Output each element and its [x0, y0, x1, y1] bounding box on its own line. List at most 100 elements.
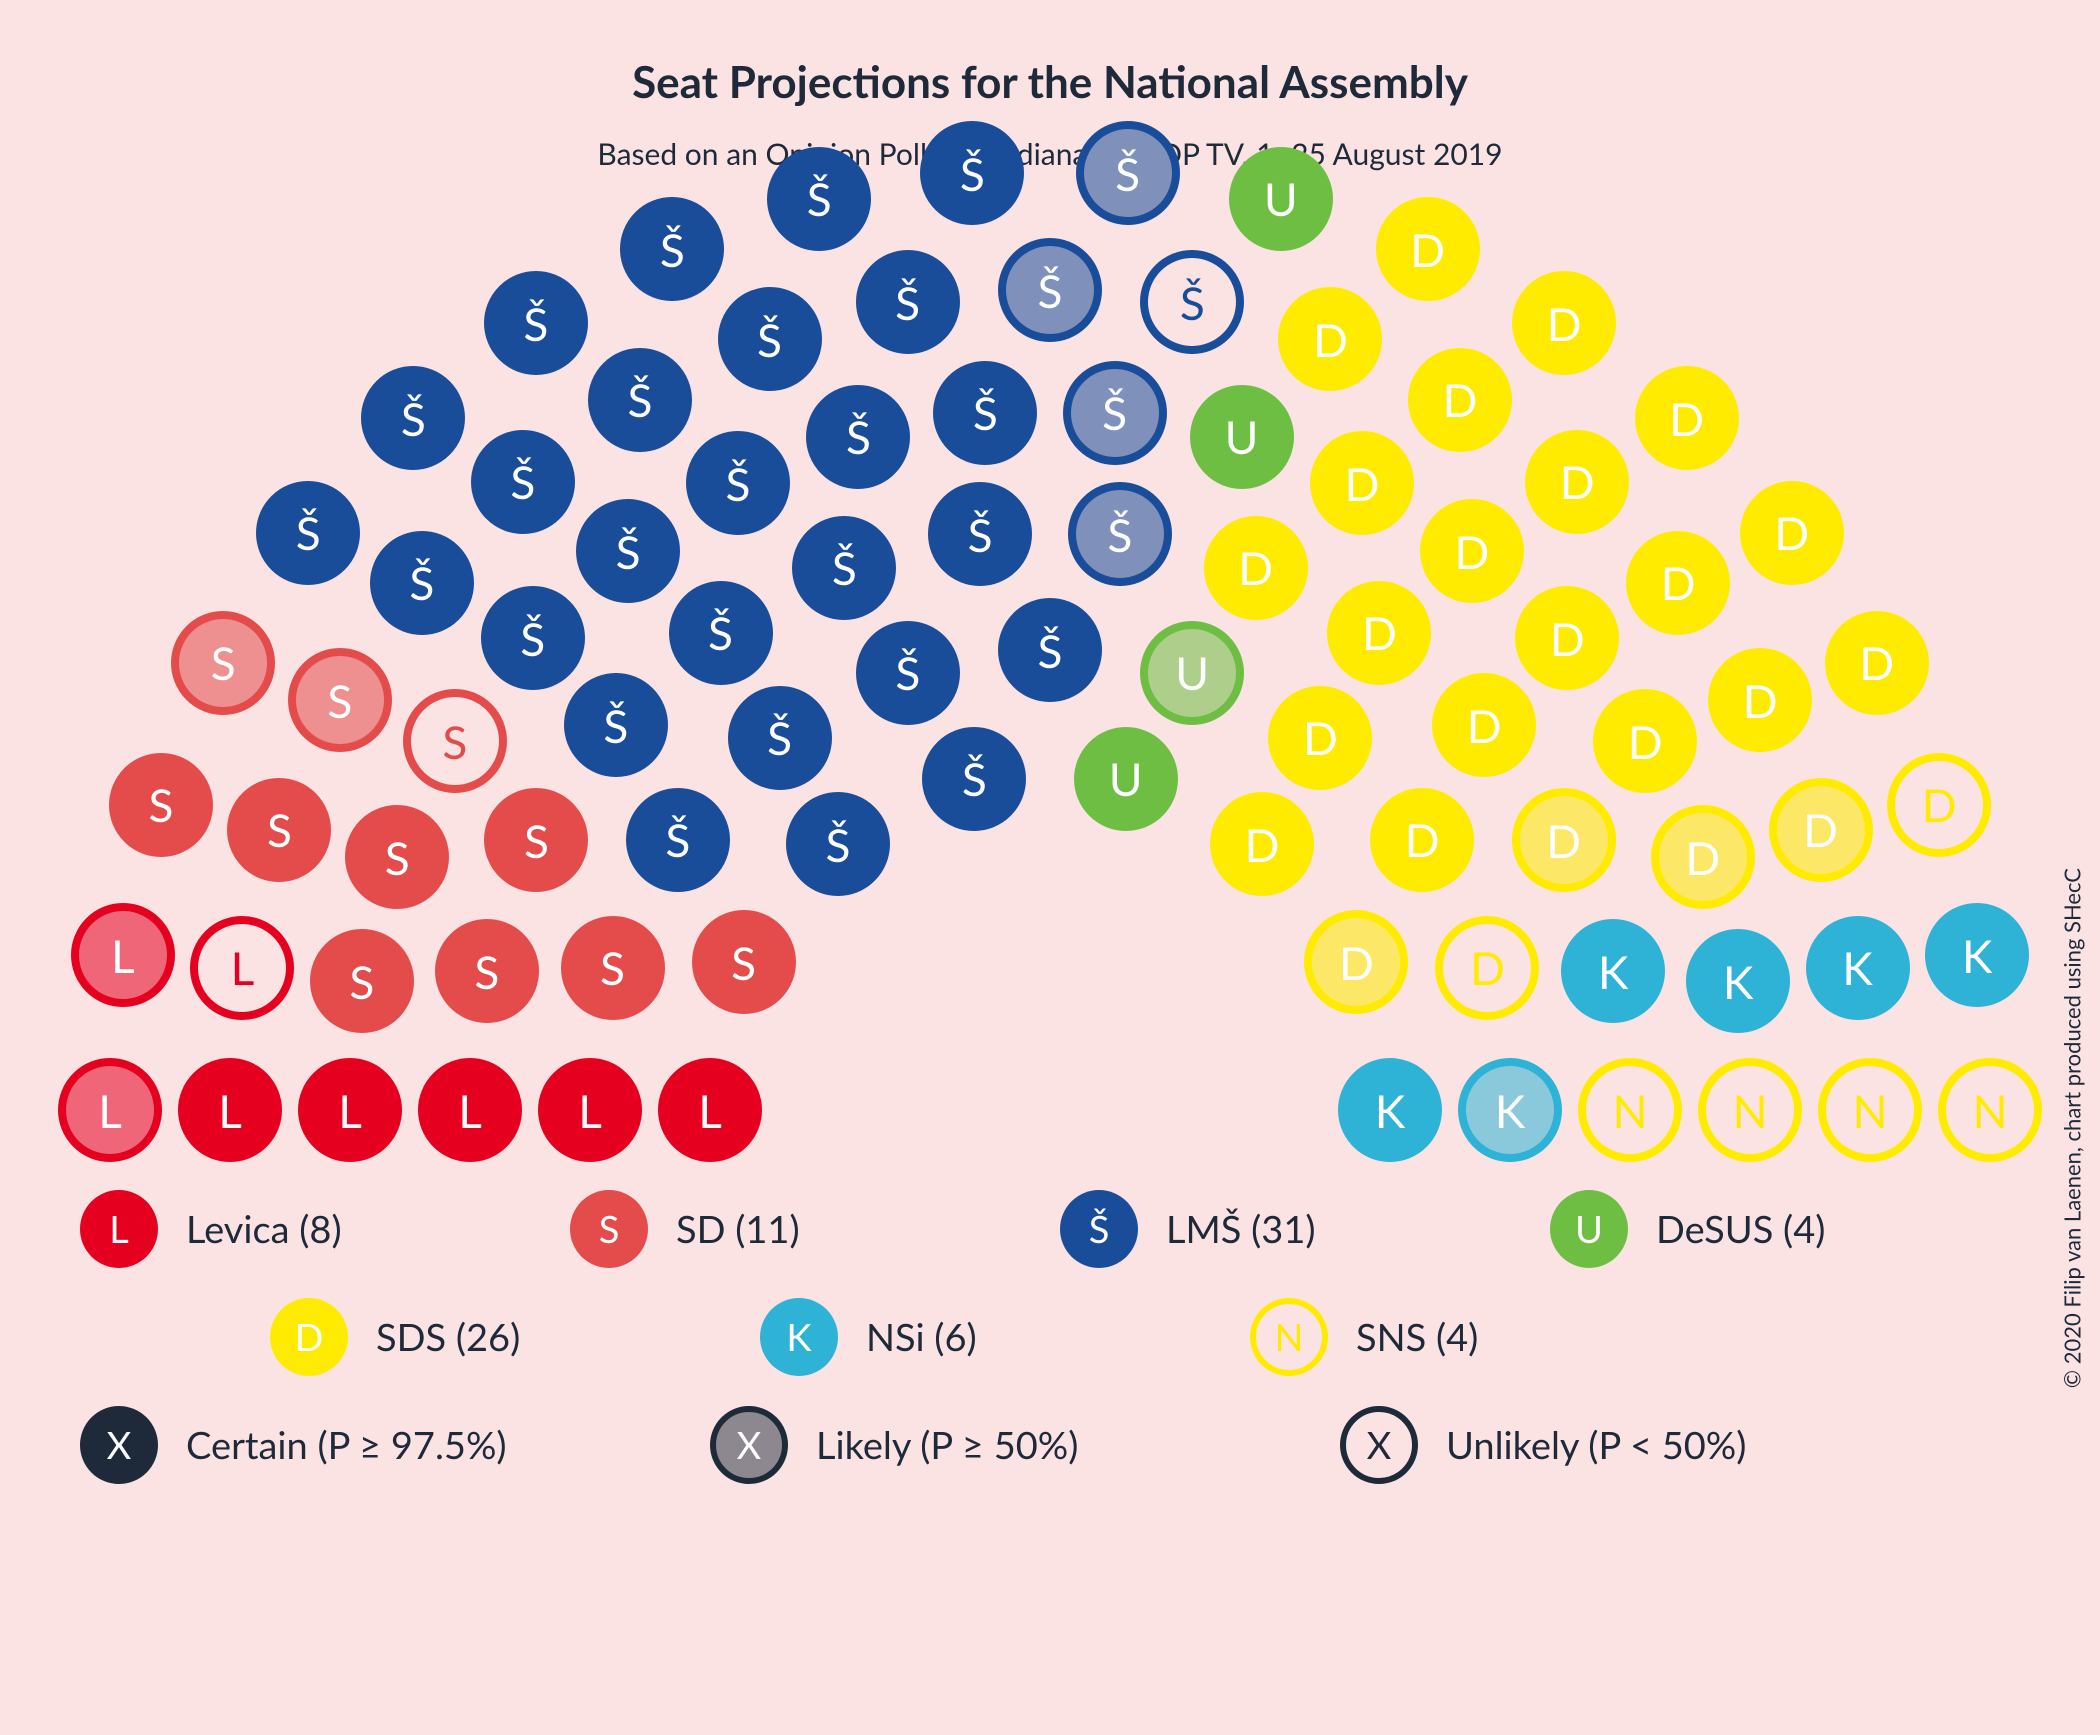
seat-L: L — [71, 903, 175, 1007]
seat-S: S — [288, 648, 392, 752]
seat-K: K — [1686, 929, 1790, 1033]
seat-U: U — [1140, 621, 1244, 725]
seat-D: D — [1376, 197, 1480, 301]
seat-Š: Š — [767, 147, 871, 251]
seat-D: D — [1204, 516, 1308, 620]
seat-Š: Š — [620, 197, 724, 301]
legend-item-K: KNSi (6) — [760, 1298, 1180, 1376]
legend-prob-label: Unlikely (P < 50%) — [1446, 1422, 1746, 1468]
seat-N: N — [1698, 1058, 1802, 1162]
seat-S: S — [310, 929, 414, 1033]
seat-Š: Š — [686, 431, 790, 535]
seat-D: D — [1304, 910, 1408, 1014]
seat-K: K — [1925, 903, 2029, 1007]
seat-S: S — [345, 805, 449, 909]
page-title: Seat Projections for the National Assemb… — [0, 0, 2100, 108]
seat-D: D — [1210, 792, 1314, 896]
seat-K: K — [1561, 919, 1665, 1023]
seat-U: U — [1074, 727, 1178, 831]
credit-text: © 2020 Filip van Laenen, chart produced … — [2059, 868, 2086, 1388]
seat-S: S — [109, 753, 213, 857]
seat-K: K — [1458, 1058, 1562, 1162]
seat-U: U — [1229, 147, 1333, 251]
seat-D: D — [1635, 366, 1739, 470]
seat-Š: Š — [564, 673, 668, 777]
legend-label: SD (11) — [676, 1206, 800, 1252]
seat-D: D — [1769, 778, 1873, 882]
legend-prob-swatch: X — [80, 1406, 158, 1484]
legend-prob-label: Certain (P ≥ 97.5%) — [186, 1422, 507, 1468]
seat-Š: Š — [933, 361, 1037, 465]
seat-Š: Š — [1063, 361, 1167, 465]
legend-item-N: NSNS (4) — [1250, 1298, 1670, 1376]
legend-item-D: D SDS (26) — [270, 1298, 690, 1376]
seat-D: D — [1278, 287, 1382, 391]
seat-Š: Š — [576, 499, 680, 603]
legend-item-L: L Levica (8) — [80, 1190, 500, 1268]
legend-swatch-L: L — [80, 1190, 158, 1268]
seat-D: D — [1408, 348, 1512, 452]
seat-Š: Š — [718, 287, 822, 391]
seat-Š: Š — [998, 598, 1102, 702]
legend-item-U: UDeSUS (4) — [1550, 1190, 1970, 1268]
legend-item-S: SSD (11) — [570, 1190, 990, 1268]
seat-Š: Š — [922, 727, 1026, 831]
legend-swatch-D: D — [270, 1298, 348, 1376]
seat-Š: Š — [626, 788, 730, 892]
legend-swatch-U: U — [1550, 1190, 1628, 1268]
seat-Š: Š — [856, 250, 960, 354]
seat-S: S — [403, 689, 507, 793]
seat-L: L — [418, 1058, 522, 1162]
legend-label: Levica (8) — [186, 1206, 342, 1252]
seat-D: D — [1512, 271, 1616, 375]
legend-prob-label: Likely (P ≥ 50%) — [816, 1422, 1078, 1468]
seat-Š: Š — [481, 586, 585, 690]
seat-D: D — [1825, 611, 1929, 715]
legend-prob-swatch: X — [1340, 1406, 1418, 1484]
seat-D: D — [1515, 586, 1619, 690]
seat-N: N — [1818, 1058, 1922, 1162]
seat-K: K — [1806, 916, 1910, 1020]
seat-D: D — [1435, 916, 1539, 1020]
seat-S: S — [692, 910, 796, 1014]
seat-D: D — [1512, 788, 1616, 892]
seat-L: L — [658, 1058, 762, 1162]
seat-D: D — [1370, 788, 1474, 892]
legend-label: LMŠ (31) — [1166, 1206, 1316, 1252]
hemicycle-chart: LLLLLLLLSSSSSSSSSSSŠŠŠŠŠŠŠŠŠŠŠŠŠŠŠŠŠŠŠŠŠ… — [0, 210, 2100, 1140]
seat-S: S — [171, 611, 275, 715]
legend-label: NSi (6) — [866, 1314, 977, 1360]
seat-D: D — [1310, 431, 1414, 535]
seat-Š: Š — [928, 482, 1032, 586]
seat-Š: Š — [786, 792, 890, 896]
seat-D: D — [1887, 753, 1991, 857]
seat-Š: Š — [1068, 482, 1172, 586]
seat-Š: Š — [998, 238, 1102, 342]
seat-L: L — [178, 1058, 282, 1162]
legend-prob-certain: X Certain (P ≥ 97.5%) — [80, 1406, 640, 1484]
legend-prob-swatch: X — [710, 1406, 788, 1484]
seat-Š: Š — [588, 348, 692, 452]
legend: LLevica (8)SSD (11)ŠLMŠ (31)UDeSUS (4)DS… — [80, 1190, 2020, 1514]
seat-Š: Š — [484, 271, 588, 375]
seat-N: N — [1938, 1058, 2042, 1162]
seat-U: U — [1190, 385, 1294, 489]
legend-prob-likely: X Likely (P ≥ 50%) — [710, 1406, 1270, 1484]
seat-S: S — [561, 916, 665, 1020]
seat-S: S — [227, 778, 331, 882]
seat-L: L — [298, 1058, 402, 1162]
seat-Š: Š — [256, 481, 360, 585]
seat-D: D — [1525, 430, 1629, 534]
seat-D: D — [1327, 581, 1431, 685]
legend-swatch-Š: Š — [1060, 1190, 1138, 1268]
page-subtitle: Based on an Opinion Poll by Mediana for … — [0, 136, 2100, 172]
legend-label: SDS (26) — [376, 1314, 520, 1360]
seat-Š: Š — [728, 686, 832, 790]
seat-K: K — [1338, 1058, 1442, 1162]
legend-label: SNS (4) — [1356, 1314, 1478, 1360]
seat-Š: Š — [361, 366, 465, 470]
seat-D: D — [1420, 499, 1524, 603]
seat-S: S — [435, 919, 539, 1023]
seat-L: L — [538, 1058, 642, 1162]
seat-D: D — [1708, 648, 1812, 752]
